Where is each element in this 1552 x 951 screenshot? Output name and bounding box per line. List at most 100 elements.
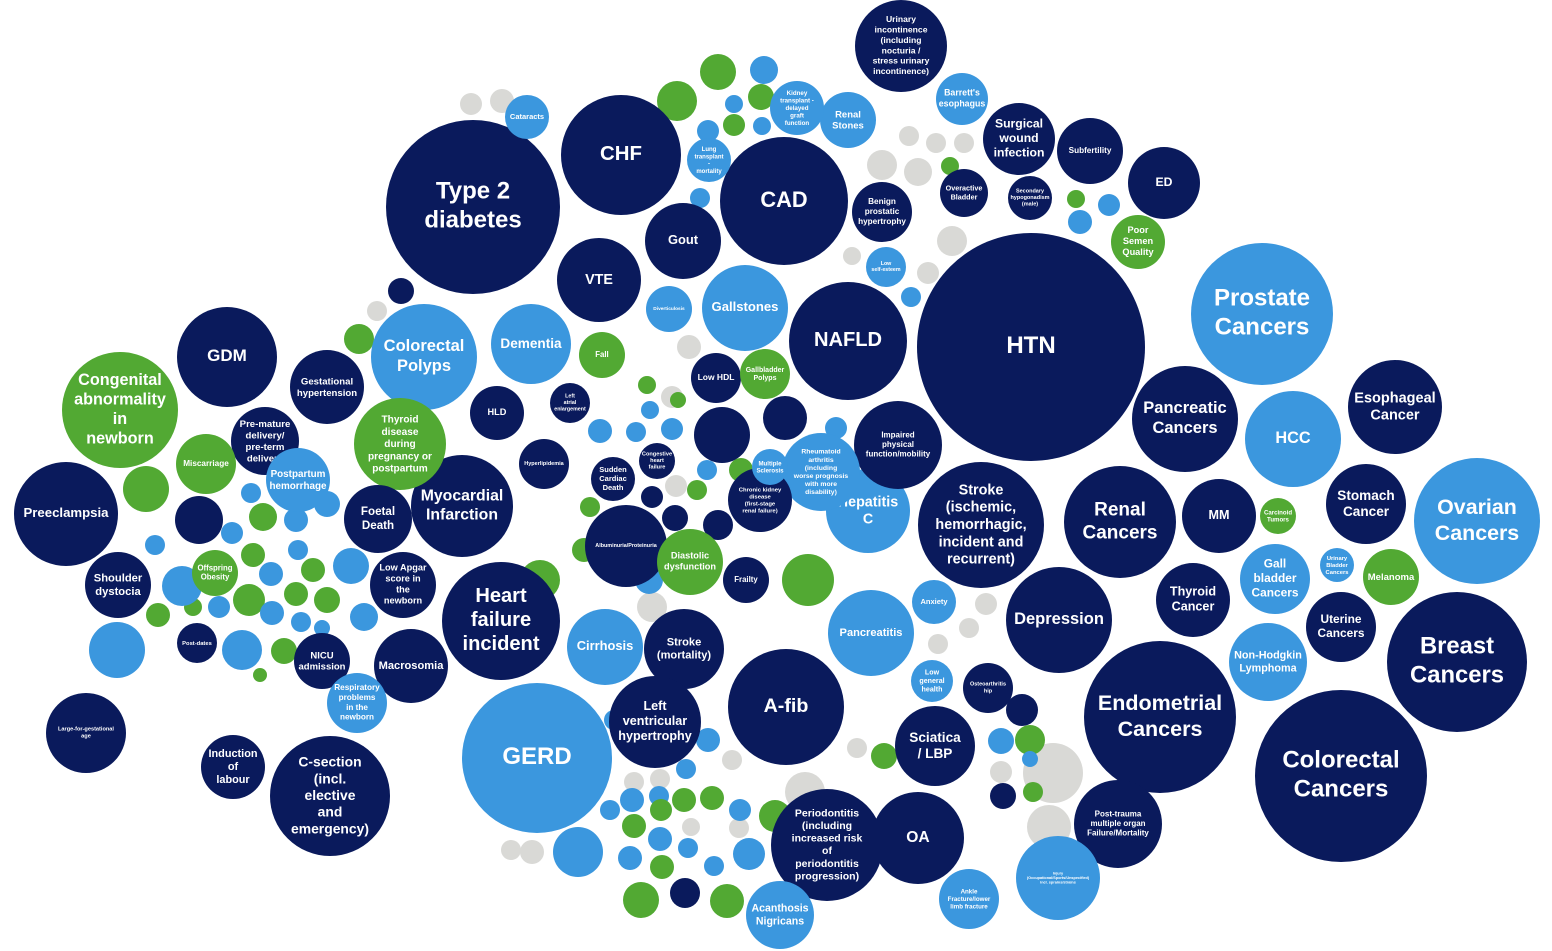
label-line: Thyroid	[1170, 585, 1216, 599]
bubble	[700, 54, 736, 90]
bubble-label: Impaired physical function/mobility	[866, 431, 931, 459]
bubble	[729, 818, 749, 838]
label-line: with more	[804, 481, 837, 488]
bubble-label: Hepatitis C	[838, 494, 898, 527]
label-line: Benign	[868, 197, 896, 206]
label-line: incl. sprains/strains	[1040, 881, 1076, 885]
label-line: Low HDL	[698, 372, 735, 382]
bubble	[700, 786, 724, 810]
bubble	[825, 417, 847, 439]
bubble	[344, 485, 412, 553]
label-line: Cancers	[1083, 522, 1158, 543]
label-line: self-esteem	[871, 268, 900, 274]
label-line: Barrett's	[944, 88, 980, 98]
bubble	[750, 56, 778, 84]
label-line: Macrosomia	[379, 660, 445, 672]
bubble	[696, 728, 720, 752]
bubble	[1245, 391, 1341, 487]
bubble-label: Pancreatic Cancers	[1143, 399, 1226, 437]
bubble	[580, 497, 600, 517]
bubble-label: Depression	[1014, 610, 1104, 628]
bubble-label: Low Apgar score in the newborn	[379, 563, 427, 606]
bubble	[691, 353, 741, 403]
bubble-label: Gall bladder Cancers	[1252, 557, 1299, 600]
bubble	[14, 462, 118, 566]
bubble	[201, 735, 265, 799]
bubble-label: CAD	[760, 187, 807, 212]
label-line: (including	[802, 820, 852, 832]
label-line: nocturia /	[882, 46, 921, 56]
label-line: emergency)	[291, 820, 369, 836]
label-line: Preeclampsia	[23, 505, 109, 520]
bubble	[585, 505, 667, 587]
bubble	[988, 728, 1014, 754]
bubble	[650, 769, 670, 789]
bubble-label: Subfertility	[1069, 146, 1112, 155]
bubble	[354, 398, 446, 490]
label-line: Kidney	[787, 90, 808, 97]
bubble	[553, 827, 603, 877]
label-line: Anxiety	[920, 597, 948, 606]
bubble	[123, 466, 169, 512]
bubble-label: Frailty	[734, 575, 758, 584]
label-line: Semen	[1123, 236, 1154, 246]
label-line: delayed	[785, 105, 808, 112]
label-line: renal failure)	[742, 508, 777, 514]
bubble-label: Gestational hypertension	[297, 376, 357, 399]
bubble	[386, 120, 560, 294]
bubble-label: Carcinoid Tumors	[1264, 509, 1292, 523]
label-line: Hepatitis	[838, 494, 898, 510]
label-line: Stomach	[1337, 487, 1394, 502]
bubble	[249, 503, 277, 531]
bubble	[740, 349, 790, 399]
bubble	[374, 629, 448, 703]
label-line: Left	[565, 394, 575, 400]
label-line: Sciatica	[909, 729, 961, 744]
label-line: -	[708, 161, 710, 167]
label-line: A-fib	[764, 695, 809, 717]
bubble	[828, 590, 914, 676]
bubble	[233, 584, 265, 616]
label-line: mortality	[696, 168, 722, 174]
bubble	[928, 634, 948, 654]
bubble-label: Renal Cancers	[1083, 500, 1158, 544]
label-line: ventricular	[623, 714, 687, 728]
bubble	[672, 788, 696, 812]
bubble	[867, 150, 897, 180]
bubble	[462, 683, 612, 833]
label-line: of	[228, 761, 239, 773]
bubble	[855, 0, 947, 92]
label-line: disease	[381, 427, 418, 438]
bubble	[388, 278, 414, 304]
bubble	[260, 601, 284, 625]
bubble-label: Esophageal Cancer	[1354, 390, 1435, 423]
bubble	[253, 668, 267, 682]
label-line: NICU	[310, 650, 333, 661]
bubble-label: Diastolic dysfunction	[664, 551, 716, 572]
bubble-label: Barrett's esophagus	[939, 88, 986, 109]
bubble	[936, 73, 988, 125]
bubble-label: Ovarian Cancers	[1435, 495, 1520, 545]
bubble-label: Miscarriage	[183, 459, 229, 468]
label-line: Bladder	[951, 192, 978, 201]
bubble	[288, 540, 308, 560]
label-line: Pancreatitis	[840, 627, 903, 639]
label-line: incontinence)	[873, 66, 929, 76]
bubble	[294, 633, 350, 689]
bubble-label: Kidney transplant -delayed graft function	[780, 90, 814, 127]
label-line: infection	[994, 146, 1045, 160]
bubble	[221, 522, 243, 544]
bubble	[591, 457, 635, 501]
bubble	[1326, 464, 1406, 544]
label-line: Cancer	[1172, 600, 1215, 614]
label-line: prostatic	[865, 207, 900, 216]
label-line: Surgical	[995, 117, 1043, 131]
label-line: Stones	[832, 120, 864, 131]
bubble	[895, 706, 975, 786]
label-line: Subfertility	[1069, 146, 1112, 155]
bubble	[703, 510, 733, 540]
label-line: Renal	[1094, 500, 1146, 521]
bubble	[687, 138, 731, 182]
bubble	[1015, 725, 1045, 755]
label-line: Breast	[1420, 633, 1494, 660]
